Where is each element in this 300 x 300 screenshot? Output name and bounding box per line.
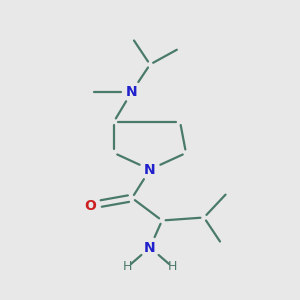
Text: O: O	[84, 199, 96, 212]
Text: H: H	[168, 260, 177, 274]
Text: H: H	[123, 260, 132, 274]
Text: N: N	[126, 85, 138, 98]
Text: N: N	[144, 163, 156, 176]
Text: N: N	[144, 241, 156, 254]
